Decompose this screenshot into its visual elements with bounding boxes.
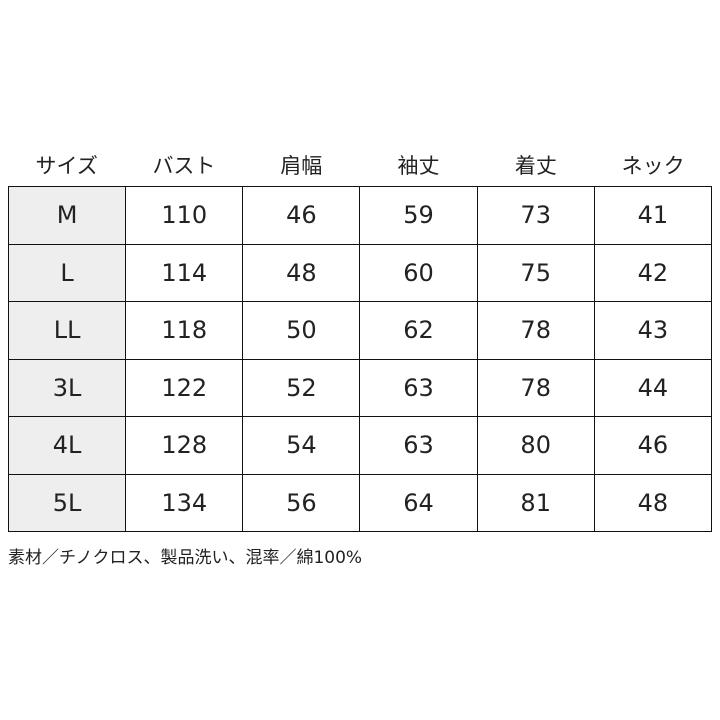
- cell-neck: 43: [593, 301, 713, 360]
- cell-sleeve: 60: [359, 243, 478, 302]
- cell-shoulder: 52: [242, 358, 361, 417]
- cell-length: 78: [476, 358, 595, 417]
- cell-size: M: [7, 186, 127, 245]
- cell-sleeve: 63: [359, 416, 478, 475]
- cell-bust: 134: [125, 473, 244, 532]
- table-row: 5L 134 56 64 81 48: [7, 473, 713, 532]
- table-row: L 114 48 60 75 42: [7, 243, 713, 302]
- table-row: LL 118 50 62 78 43: [7, 301, 713, 360]
- header-bust: バスト: [152, 154, 216, 178]
- cell-sleeve: 63: [359, 358, 478, 417]
- cell-neck: 46: [593, 416, 713, 475]
- cell-size: 5L: [7, 473, 127, 532]
- cell-size: 4L: [7, 416, 127, 475]
- table-row: M 110 46 59 73 41: [7, 186, 713, 245]
- cell-neck: 42: [593, 243, 713, 302]
- cell-size: 3L: [7, 358, 127, 417]
- cell-sleeve: 62: [359, 301, 478, 360]
- header-neck: ネック: [621, 154, 685, 178]
- table-header: サイズ バスト 肩幅 袖丈 着丈 ネック: [8, 150, 712, 182]
- cell-sleeve: 64: [359, 473, 478, 532]
- cell-neck: 41: [593, 186, 713, 245]
- material-note: 素材／チノクロス、製品洗い、混率／綿100%: [8, 548, 363, 568]
- table-row: 4L 128 54 63 80 46: [7, 416, 713, 475]
- cell-length: 73: [476, 186, 595, 245]
- header-length: 着丈: [514, 154, 557, 178]
- cell-bust: 110: [125, 186, 244, 245]
- cell-sleeve: 59: [359, 186, 478, 245]
- header-sleeve: 袖丈: [397, 154, 440, 178]
- cell-length: 75: [476, 243, 595, 302]
- cell-bust: 128: [125, 416, 244, 475]
- cell-size: LL: [7, 301, 127, 360]
- cell-neck: 44: [593, 358, 713, 417]
- cell-neck: 48: [593, 473, 713, 532]
- cell-length: 78: [476, 301, 595, 360]
- header-size: サイズ: [35, 154, 98, 178]
- cell-length: 80: [476, 416, 595, 475]
- size-table: M 110 46 59 73 41 L 114 48 60 75 42 LL 118 50 62 78 43 3L 1…: [7, 186, 713, 532]
- cell-bust: 114: [125, 243, 244, 302]
- header-shoulder: 肩幅: [280, 154, 323, 178]
- cell-bust: 122: [125, 358, 244, 417]
- cell-shoulder: 48: [242, 243, 361, 302]
- cell-shoulder: 56: [242, 473, 361, 532]
- cell-shoulder: 50: [242, 301, 361, 360]
- cell-size: L: [7, 243, 127, 302]
- cell-bust: 118: [125, 301, 244, 360]
- cell-length: 81: [476, 473, 595, 532]
- cell-shoulder: 46: [242, 186, 361, 245]
- table-row: 3L 122 52 63 78 44: [7, 358, 713, 417]
- cell-shoulder: 54: [242, 416, 361, 475]
